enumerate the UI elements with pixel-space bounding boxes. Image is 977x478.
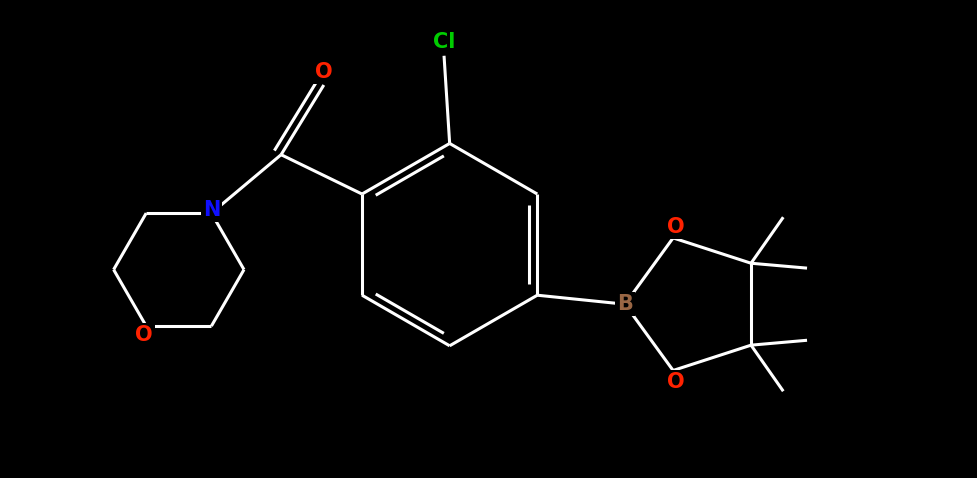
Text: O: O [666,372,684,392]
Text: Cl: Cl [433,33,454,52]
Text: N: N [202,200,220,220]
Text: O: O [135,325,152,345]
Text: B: B [616,294,632,314]
Text: O: O [315,62,332,82]
Text: O: O [666,217,684,237]
